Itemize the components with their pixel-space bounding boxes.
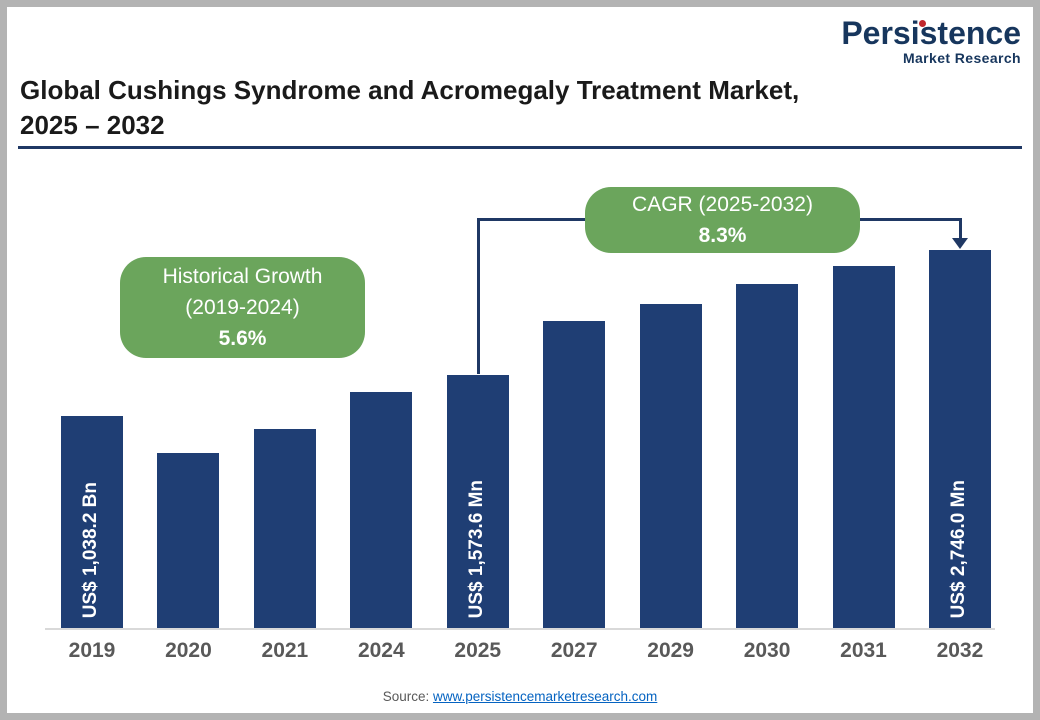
bar-2019: US$ 1,038.2 Bn (61, 416, 123, 628)
historical-growth-line2: (2019-2024) (185, 295, 300, 319)
x-axis-label-2029: 2029 (647, 639, 694, 662)
bar-2030 (736, 284, 799, 628)
cagr-badge: CAGR (2025-2032) 8.3% (585, 187, 860, 253)
chart-canvas: Persistence Market Research Global Cushi… (7, 7, 1033, 713)
logo-brand-text: Persistence (841, 17, 1021, 49)
page-title: Global Cushings Syndrome and Acromegaly … (20, 73, 799, 143)
bar-value-label-2019: US$ 1,038.2 Bn (80, 481, 101, 618)
historical-growth-line1: Historical Growth (162, 264, 323, 288)
x-axis-label-2030: 2030 (743, 639, 791, 662)
page-title-line2: 2025 – 2032 (20, 110, 165, 141)
x-axis-label-2021: 2021 (261, 639, 309, 662)
cagr-line1: CAGR (2025-2032) (632, 192, 813, 216)
historical-growth-value: 5.6% (218, 327, 267, 351)
bar-2027 (543, 321, 606, 628)
bar-2032: US$ 2,746.0 Mn (928, 250, 991, 628)
bar-2020 (157, 453, 220, 628)
x-axis-label-2020: 2020 (165, 639, 212, 662)
source-link[interactable]: www.persistencemarketresearch.com (432, 689, 658, 704)
historical-growth-badge: Historical Growth (2019-2024) 5.6% (120, 257, 365, 358)
logo-tagline: Market Research (902, 50, 1021, 66)
x-axis-label-2032: 2032 (936, 639, 984, 662)
cagr-connector-right-line (959, 218, 962, 240)
title-divider (18, 146, 1022, 149)
cagr-arrow-down-icon (952, 238, 968, 249)
x-axis-label-2031: 2031 (840, 639, 887, 662)
bar-value-label-2032: US$ 2,746.0 Mn (947, 479, 969, 618)
bar-2025: US$ 1,573.6 Mn (446, 375, 509, 628)
logo-brand-label: Persistence (841, 15, 1021, 51)
bar-2031 (832, 266, 895, 628)
x-axis-line (45, 628, 995, 630)
x-axis-label-2019: 2019 (68, 639, 116, 662)
bar-2021 (253, 429, 316, 628)
x-axis-label-2024: 2024 (357, 639, 405, 662)
bar-2029 (639, 304, 702, 628)
logo-red-dot-icon (919, 20, 926, 27)
bar-area: US$ 1,038.2 Bn US$ 1,573.6 Mn US$ 2,746.0 … (61, 250, 991, 628)
year-axis: 2019 2020 2021 2024 2025 2027 2029 2030 2031 2032 (61, 639, 991, 663)
source-line: Source: www.persistencemarketresearch.co… (7, 689, 1033, 704)
bar-value-label-2025: US$ 1,573.6 Mn (465, 479, 487, 618)
bar-2024 (350, 392, 413, 628)
x-axis-label-2027: 2027 (550, 639, 598, 662)
source-prefix: Source: (382, 689, 433, 704)
cagr-value: 8.3% (698, 224, 747, 247)
x-axis-label-2025: 2025 (454, 639, 502, 662)
company-logo: Persistence Market Research (841, 17, 1021, 66)
cagr-connector-left-line (477, 218, 480, 374)
page-title-line1: Global Cushings Syndrome and Acromegaly … (20, 75, 800, 105)
